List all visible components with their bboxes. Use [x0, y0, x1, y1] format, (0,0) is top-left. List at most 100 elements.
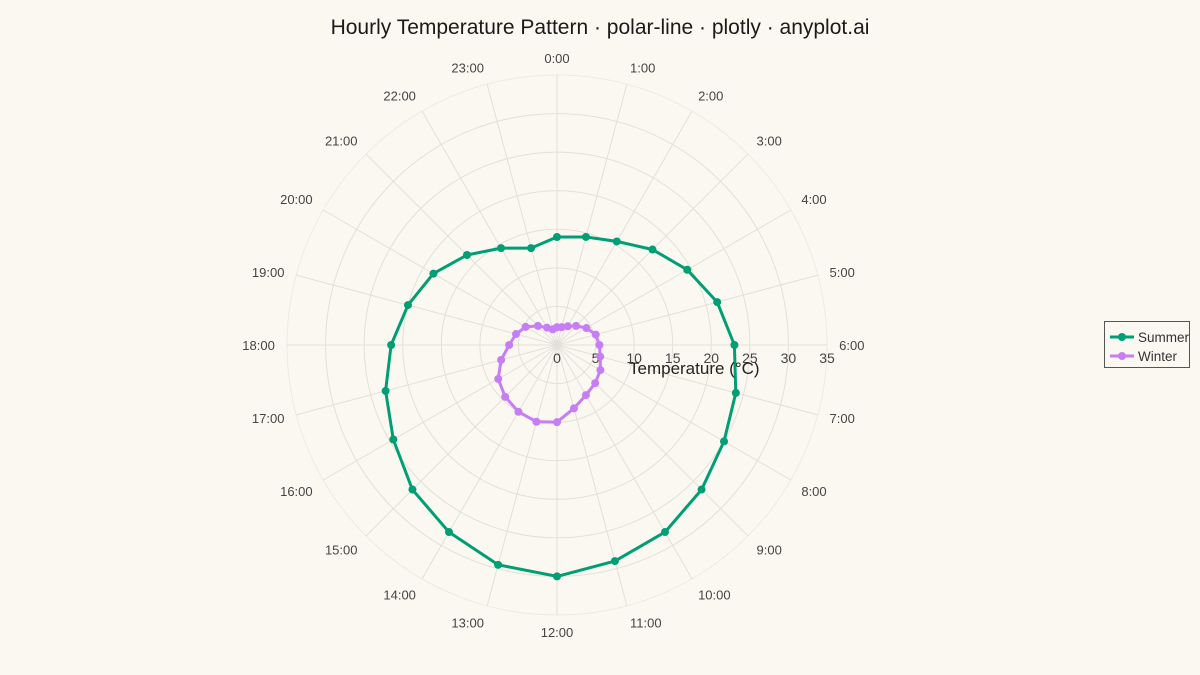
legend-swatch-winter	[1110, 352, 1134, 360]
angular-tick-label: 0:00	[544, 51, 569, 66]
angular-gridline	[556, 344, 792, 481]
radial-tick-label: 0	[553, 350, 561, 366]
radial-tick-label: 35	[819, 350, 835, 366]
data-point-winter-14-00[interactable]	[514, 407, 523, 416]
data-point-summer-9-00[interactable]	[697, 485, 706, 494]
data-point-summer-22-00[interactable]	[497, 244, 506, 253]
angular-gridline	[556, 209, 792, 346]
angular-tick-label: 19:00	[252, 265, 285, 280]
data-point-summer-17-00[interactable]	[381, 386, 390, 395]
data-point-summer-15-00[interactable]	[408, 485, 417, 494]
angular-tick-label: 18:00	[242, 338, 275, 353]
data-point-summer-6-00[interactable]	[730, 341, 739, 349]
angular-gridline	[421, 110, 558, 346]
angular-tick-label: 6:00	[839, 338, 864, 353]
data-point-summer-0-00[interactable]	[553, 233, 561, 241]
data-point-winter-9-00[interactable]	[591, 379, 600, 388]
angular-tick-label: 21:00	[325, 133, 358, 148]
data-point-winter-7-00[interactable]	[596, 352, 605, 361]
angular-gridline	[556, 344, 693, 580]
angular-tick-label: 8:00	[801, 484, 826, 499]
data-point-summer-4-00[interactable]	[683, 265, 692, 274]
data-point-winter-16-00[interactable]	[494, 374, 503, 383]
angular-tick-label: 3:00	[757, 133, 782, 148]
data-point-winter-8-00[interactable]	[596, 366, 605, 375]
data-point-winter-2-00[interactable]	[563, 322, 572, 331]
data-point-winter-1-00[interactable]	[557, 323, 566, 332]
legend-label-winter: Winter	[1138, 348, 1178, 364]
legend-label-summer: Summer	[1138, 329, 1190, 345]
legend-item-summer[interactable]: Summer	[1105, 328, 1189, 346]
data-point-summer-18-00[interactable]	[387, 341, 396, 349]
data-point-winter-20-00[interactable]	[521, 322, 530, 331]
angular-gridline	[365, 344, 558, 537]
data-point-summer-21-00[interactable]	[462, 250, 471, 259]
data-point-winter-6-00[interactable]	[595, 341, 604, 349]
angular-tick-label: 15:00	[325, 543, 358, 558]
data-point-summer-14-00[interactable]	[445, 528, 453, 537]
angular-tick-label: 22:00	[383, 89, 416, 104]
data-point-summer-11-00[interactable]	[610, 557, 619, 566]
angular-tick-label: 13:00	[451, 616, 484, 631]
angular-gridline	[556, 274, 818, 346]
data-point-summer-12-00[interactable]	[553, 572, 561, 581]
angular-gridline	[421, 344, 558, 580]
data-point-summer-16-00[interactable]	[389, 435, 398, 444]
data-point-summer-23-00[interactable]	[527, 244, 536, 253]
angular-tick-label: 17:00	[252, 411, 285, 426]
data-point-summer-2-00[interactable]	[612, 237, 621, 246]
data-point-winter-4-00[interactable]	[582, 324, 591, 333]
data-point-summer-20-00[interactable]	[429, 269, 438, 278]
angular-tick-label: 1:00	[630, 60, 655, 75]
data-point-winter-13-00[interactable]	[532, 417, 541, 426]
angular-tick-label: 23:00	[451, 60, 484, 75]
radial-tick-label: 25	[742, 350, 758, 366]
angular-tick-label: 11:00	[630, 616, 662, 631]
radial-tick-label: 30	[781, 350, 797, 366]
data-point-summer-10-00[interactable]	[661, 528, 669, 537]
radial-axis-labels: 0 5 10 15 20 25 30 35	[553, 350, 835, 366]
angular-gridline	[556, 110, 693, 346]
chart-title: Hourly Temperature Pattern · polar-line …	[330, 16, 870, 39]
data-point-winter-18-00[interactable]	[505, 341, 514, 349]
angular-tick-label: 16:00	[280, 484, 313, 499]
data-point-summer-7-00[interactable]	[731, 388, 740, 397]
radial-axis-title: Temperature (°C)	[629, 359, 760, 378]
angular-tick-label: 12:00	[541, 625, 574, 640]
series-layer	[381, 232, 740, 581]
angular-tick-label: 4:00	[801, 192, 826, 207]
polar-grid	[286, 74, 828, 616]
data-point-winter-23-00[interactable]	[548, 325, 557, 334]
angular-tick-label: 10:00	[698, 587, 731, 602]
radial-tick-label: 20	[703, 350, 719, 366]
data-point-summer-13-00[interactable]	[494, 560, 503, 569]
angular-gridline	[296, 344, 558, 416]
data-point-winter-19-00[interactable]	[512, 330, 521, 339]
data-point-summer-19-00[interactable]	[403, 301, 412, 310]
data-point-summer-8-00[interactable]	[720, 437, 729, 446]
data-point-winter-15-00[interactable]	[501, 392, 510, 401]
angular-tick-label: 7:00	[830, 411, 855, 426]
data-point-winter-3-00[interactable]	[572, 321, 581, 330]
data-point-winter-21-00[interactable]	[533, 321, 542, 330]
radial-tick-label: 15	[665, 350, 681, 366]
angular-gridline	[556, 344, 749, 537]
angular-tick-label: 9:00	[757, 543, 782, 558]
angular-tick-label: 14:00	[383, 587, 416, 602]
legend-item-winter[interactable]: Winter	[1105, 347, 1177, 365]
angular-gridline	[322, 344, 558, 481]
legend: Summer Winter	[1104, 321, 1190, 368]
data-point-winter-11-00[interactable]	[569, 404, 578, 413]
legend-swatch-summer	[1110, 333, 1134, 341]
data-point-winter-17-00[interactable]	[497, 355, 506, 364]
data-point-summer-5-00[interactable]	[713, 298, 722, 307]
data-point-summer-1-00[interactable]	[581, 232, 590, 241]
angular-gridline	[322, 209, 558, 346]
data-point-winter-5-00[interactable]	[591, 330, 600, 339]
data-point-summer-3-00[interactable]	[648, 245, 657, 254]
data-point-winter-10-00[interactable]	[581, 391, 590, 400]
angular-tick-label: 20:00	[280, 192, 313, 207]
data-point-winter-12-00[interactable]	[553, 418, 561, 427]
angular-tick-label: 5:00	[830, 265, 855, 280]
